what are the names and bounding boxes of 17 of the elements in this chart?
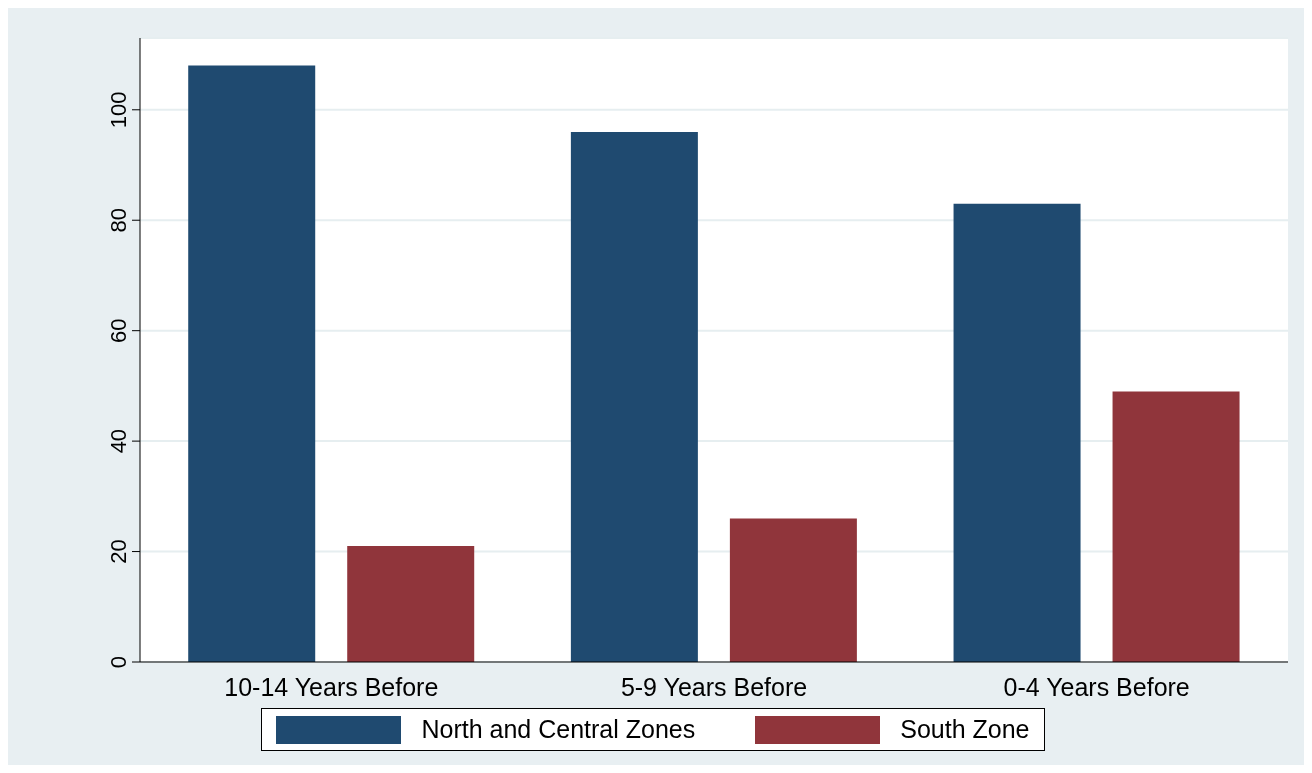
y-tick-label: 40 [106,428,131,454]
bar [729,518,857,662]
legend-label: South Zone [900,715,1030,744]
legend-label: North and Central Zones [421,715,696,744]
bar [188,65,316,662]
bar [570,131,698,662]
x-tick-label: 0-4 Years Before [1003,672,1190,701]
y-tick-label: 0 [106,655,131,669]
bar [347,546,475,662]
bar [953,203,1081,662]
y-tick-label: 20 [106,539,131,564]
y-tick-label: 100 [106,91,131,129]
x-tick-label: 10-14 Years Before [224,672,439,701]
y-tick-label: 60 [106,318,131,343]
y-tick-label: 80 [106,207,131,233]
x-tick-label: 5-9 Years Before [620,672,808,701]
bar [1112,391,1240,662]
